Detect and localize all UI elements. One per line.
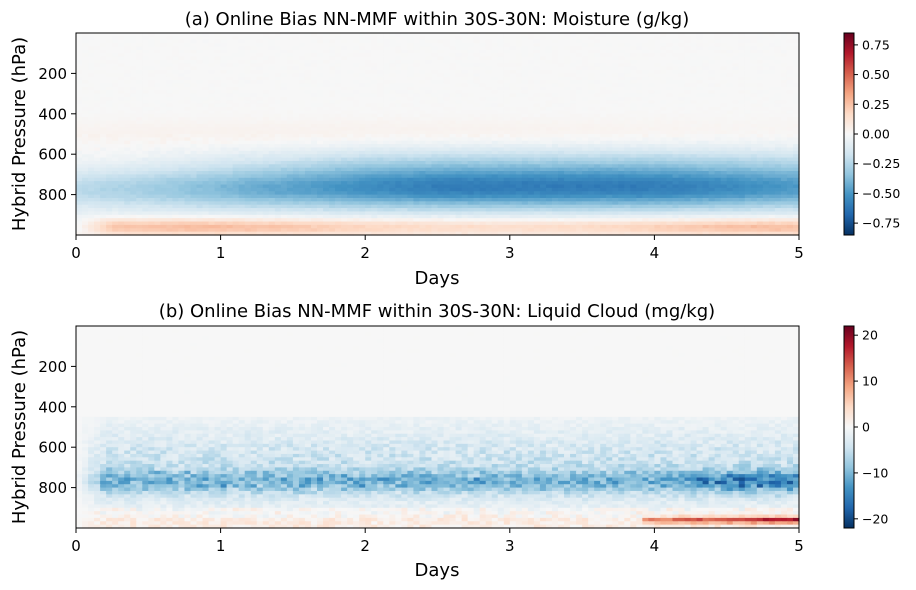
panel-a-heatmap: [76, 33, 800, 236]
panel-a-title: (a) Online Bias NN-MMF within 30S-30N: M…: [185, 9, 690, 30]
panel-a: (a) Online Bias NN-MMF within 30S-30N: M…: [9, 9, 900, 289]
